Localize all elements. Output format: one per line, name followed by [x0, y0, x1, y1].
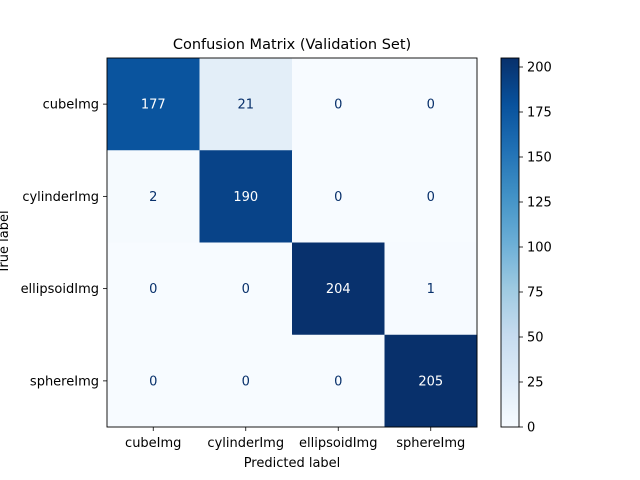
- colorbar-tick-label: 200: [527, 61, 552, 76]
- y-tick-label: cylinderImg: [22, 190, 99, 205]
- y-axis-ticks: cubeImg cylinderImg ellipsoidImg sphereImg: [21, 98, 107, 389]
- colorbar-tick-label: 100: [527, 241, 552, 256]
- heatmap-cell: [199, 150, 293, 243]
- cell-value-label: 0: [334, 190, 342, 205]
- cell-value-label: 0: [149, 374, 157, 389]
- heatmap-cell: [292, 58, 385, 151]
- colorbar-tick-label: 75: [527, 286, 544, 301]
- heatmap-cell: [292, 150, 385, 243]
- cell-value-label: 190: [233, 190, 258, 205]
- colorbar-tick-label: 150: [527, 151, 552, 166]
- cell-value-label: 1: [427, 282, 435, 297]
- x-tick-label: ellipsoidImg: [299, 436, 377, 451]
- heatmap-cell: [384, 58, 478, 151]
- cell-value-label: 0: [334, 374, 342, 389]
- cell-value-label: 0: [427, 98, 435, 113]
- colorbar-ticks: 0 25 50 75 100 125 150 175 200: [519, 61, 552, 436]
- x-tick-label: sphereImg: [396, 436, 465, 451]
- x-tick-label: cylinderImg: [207, 436, 284, 451]
- cell-value-label: 0: [427, 190, 435, 205]
- heatmap-cell: [107, 242, 200, 336]
- cell-value-label: 204: [326, 282, 351, 297]
- heatmap-cell: [292, 242, 385, 336]
- colorbar: [500, 57, 520, 428]
- heatmap-cell: [107, 58, 200, 151]
- cell-value-label: 0: [242, 374, 250, 389]
- heatmap-cell: [199, 334, 293, 428]
- colorbar-tick-label: 0: [527, 421, 535, 436]
- cell-value-label: 205: [418, 374, 443, 389]
- y-tick-label: ellipsoidImg: [21, 282, 99, 297]
- plot-frame: [106, 57, 478, 428]
- y-axis-label: True label: [0, 210, 12, 274]
- heatmap-cells: [107, 58, 478, 428]
- heatmap-cell: [199, 242, 293, 336]
- heatmap-cell: [107, 150, 200, 243]
- heatmap-cell: [199, 58, 293, 151]
- colorbar-tick-label: 25: [527, 376, 544, 391]
- y-tick-label: sphereImg: [30, 374, 99, 389]
- cell-value-label: 2: [149, 190, 157, 205]
- x-axis-label: Predicted label: [244, 456, 341, 471]
- heatmap-cell: [384, 150, 478, 243]
- colorbar-tick-label: 125: [527, 196, 552, 211]
- x-axis-ticks: cubeImg cylinderImg ellipsoidImg sphereImg: [125, 427, 465, 451]
- heatmap-cell: [384, 334, 478, 428]
- heatmap-cell: [384, 242, 478, 336]
- colorbar-tick-label: 50: [527, 331, 544, 346]
- heatmap-cell: [107, 334, 200, 428]
- cell-value-label: 177: [141, 98, 166, 113]
- heatmap-cell-labels: 177 21 0 0 2 190 0 0 0 0 204 1 0 0 0 205: [141, 98, 443, 390]
- cell-value-label: 21: [237, 98, 254, 113]
- cell-value-label: 0: [334, 98, 342, 113]
- heatmap-cell: [292, 334, 385, 428]
- cell-value-label: 0: [242, 282, 250, 297]
- chart-title: Confusion Matrix (Validation Set): [173, 37, 411, 53]
- cell-value-label: 0: [149, 282, 157, 297]
- y-tick-label: cubeImg: [43, 98, 99, 113]
- x-tick-label: cubeImg: [125, 436, 181, 451]
- colorbar-tick-label: 175: [527, 106, 552, 121]
